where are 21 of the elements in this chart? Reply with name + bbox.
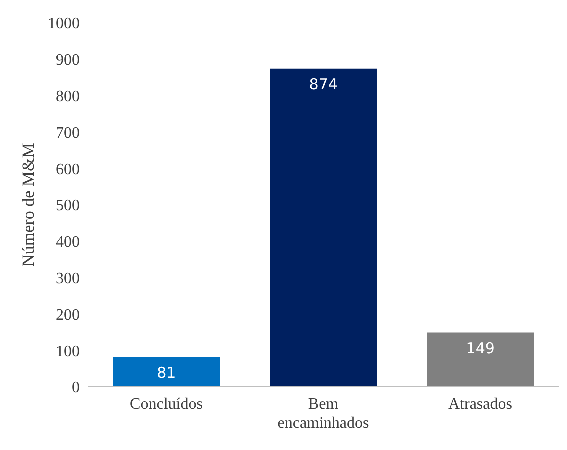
y-tick-label: 0 [72,380,80,397]
data-label: 874 [309,76,338,94]
data-label: 81 [157,364,176,382]
bar [270,68,378,387]
y-tick-label: 200 [56,306,80,324]
bar [113,358,220,387]
y-tick-label: 900 [56,52,80,70]
y-tick-label: 100 [56,343,80,360]
x-tick-label: Concluídos [130,396,203,413]
y-tick-label: 500 [56,198,80,215]
bar [427,332,534,387]
data-label: 149 [466,339,495,358]
y-tick-label: 300 [56,270,80,288]
y-tick-label: 1000 [48,16,80,33]
y-tick-label: 400 [56,234,80,252]
y-axis-title: Número de M&M [19,143,38,267]
x-tick-label: Atrasados [448,396,512,413]
y-tick-label: 800 [56,88,80,106]
y-tick-label: 600 [56,161,80,178]
y-tick-label: 700 [56,124,80,142]
x-tick-label: Bem encaminhados [278,396,370,432]
